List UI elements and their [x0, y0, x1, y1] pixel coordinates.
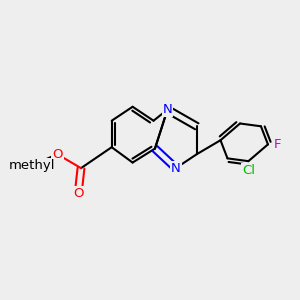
Text: methyl: methyl	[9, 159, 56, 172]
Text: N: N	[171, 162, 181, 175]
Text: Cl: Cl	[242, 164, 255, 177]
Text: N: N	[163, 103, 172, 116]
Text: O: O	[73, 187, 83, 200]
Text: F: F	[274, 138, 281, 151]
Text: O: O	[52, 148, 62, 161]
